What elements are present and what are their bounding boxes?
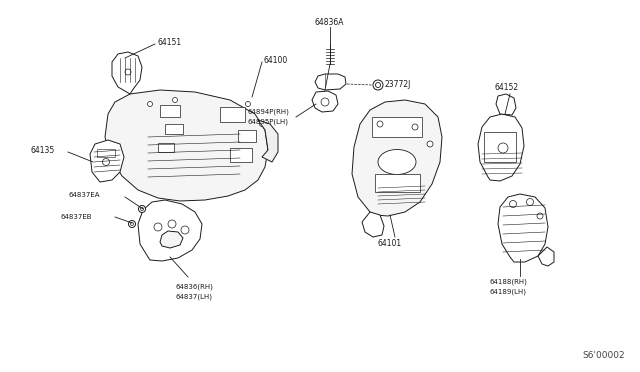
Circle shape [259,122,264,126]
Polygon shape [90,140,124,182]
Circle shape [168,220,176,228]
Circle shape [138,205,145,212]
Circle shape [246,102,250,106]
Text: 64152: 64152 [495,83,519,92]
Text: 64100: 64100 [264,55,288,64]
Polygon shape [496,94,516,115]
Circle shape [376,83,381,87]
Circle shape [141,208,143,211]
Circle shape [173,97,177,103]
Bar [97,149,115,157]
Text: 23772J: 23772J [385,80,412,89]
Text: 64135: 64135 [30,145,54,154]
Polygon shape [478,114,524,181]
Bar [165,124,183,134]
Polygon shape [160,231,183,248]
Text: 64837(LH): 64837(LH) [175,294,212,300]
Text: S6'00002: S6'00002 [582,351,625,360]
Text: 64837EB: 64837EB [60,214,92,220]
Polygon shape [362,212,384,237]
Polygon shape [538,247,554,266]
Circle shape [102,158,109,166]
Bar [230,148,252,162]
Bar [484,132,516,162]
Ellipse shape [378,150,416,174]
Circle shape [377,121,383,127]
Bar [158,143,174,152]
Circle shape [147,102,152,106]
Circle shape [373,80,383,90]
Polygon shape [138,200,202,261]
Polygon shape [312,91,338,112]
Circle shape [509,201,516,208]
Text: 64189(LH): 64189(LH) [490,289,527,295]
Circle shape [537,213,543,219]
Circle shape [498,143,508,153]
Text: 64837EA: 64837EA [68,192,99,198]
Text: 64836(RH): 64836(RH) [175,284,213,290]
Circle shape [181,226,189,234]
Text: 64151: 64151 [157,38,181,46]
Bar [238,130,256,142]
Circle shape [412,124,418,130]
Text: 64101: 64101 [378,240,402,248]
Polygon shape [258,120,278,162]
Polygon shape [498,194,548,262]
Circle shape [154,223,162,231]
Circle shape [527,199,534,205]
Polygon shape [352,100,442,216]
Polygon shape [315,74,346,90]
Polygon shape [105,90,268,201]
Bar [372,117,422,137]
Text: 64894P(RH): 64894P(RH) [248,109,290,115]
Text: 64188(RH): 64188(RH) [490,279,528,285]
Bar [220,107,245,122]
Circle shape [427,141,433,147]
Circle shape [321,98,329,106]
Circle shape [131,222,134,225]
Polygon shape [112,52,142,94]
Text: 64836A: 64836A [315,17,344,26]
Bar [375,174,420,192]
Bar [160,105,180,117]
Circle shape [129,221,136,228]
Circle shape [125,69,131,75]
Text: 64895P(LH): 64895P(LH) [248,119,289,125]
